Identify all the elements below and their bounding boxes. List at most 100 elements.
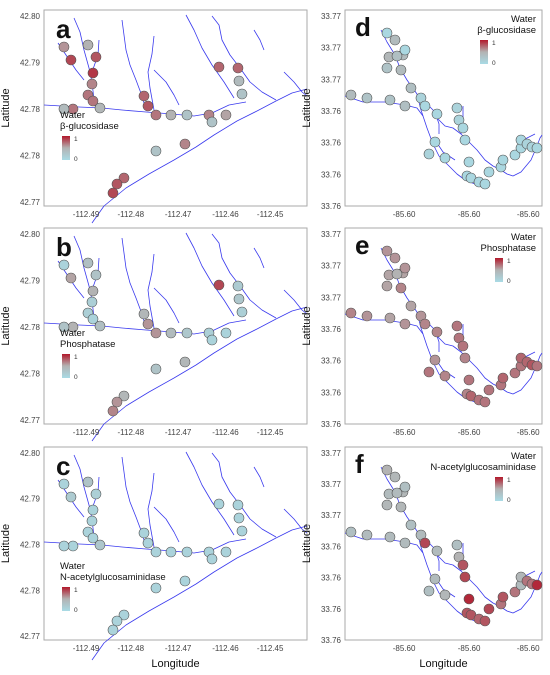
y-tick-label: 33.76 bbox=[321, 357, 342, 366]
legend-title: N-acetylglucosaminidase bbox=[60, 572, 166, 583]
stream-8 bbox=[153, 506, 180, 543]
site-marker bbox=[395, 501, 407, 513]
legend-title: Water bbox=[511, 14, 536, 25]
y-axis-label: Latitude bbox=[301, 306, 313, 345]
site-marker bbox=[206, 334, 218, 346]
site-marker bbox=[142, 537, 154, 549]
site-marker bbox=[459, 571, 471, 583]
y-tick-label: 33.77 bbox=[321, 511, 342, 520]
site-marker bbox=[220, 327, 232, 339]
site-marker bbox=[399, 318, 411, 330]
site-marker bbox=[429, 354, 441, 366]
site-marker bbox=[87, 532, 99, 544]
legend-tick-min: 0 bbox=[507, 278, 511, 285]
legend-tick-max: 1 bbox=[74, 136, 78, 143]
x-tick-label: -112.46 bbox=[212, 428, 239, 437]
site-marker bbox=[389, 471, 401, 483]
stream-1 bbox=[91, 88, 308, 224]
site-marker bbox=[65, 272, 77, 284]
site-marker bbox=[58, 103, 70, 115]
stream-9 bbox=[185, 451, 235, 536]
site-marker bbox=[58, 259, 70, 271]
site-marker bbox=[457, 340, 469, 352]
x-tick-label: -85.60 bbox=[458, 210, 481, 219]
site-marker bbox=[165, 327, 177, 339]
y-tick-label: 33.76 bbox=[321, 170, 342, 179]
stream-12 bbox=[283, 71, 308, 97]
legend-colorbar bbox=[495, 477, 503, 501]
legend-tick-min: 0 bbox=[492, 60, 496, 67]
site-marker bbox=[429, 573, 441, 585]
stream-10 bbox=[211, 233, 277, 319]
x-tick-label: -85.60 bbox=[517, 644, 540, 653]
site-markers bbox=[58, 39, 248, 199]
site-marker bbox=[361, 92, 373, 104]
site-marker bbox=[65, 491, 77, 503]
y-tick-label: 42.78 bbox=[20, 105, 41, 114]
y-tick-label: 42.78 bbox=[20, 540, 41, 549]
site-marker bbox=[463, 374, 475, 386]
stream-10 bbox=[211, 452, 277, 538]
y-tick-label: 33.76 bbox=[321, 542, 342, 551]
site-marker bbox=[150, 327, 162, 339]
y-tick-label: 42.80 bbox=[20, 449, 41, 458]
site-marker bbox=[138, 90, 150, 102]
stream-1 bbox=[91, 306, 308, 442]
site-marker bbox=[206, 116, 218, 128]
panel-letter: e bbox=[355, 230, 369, 260]
site-marker bbox=[419, 318, 431, 330]
site-marker bbox=[82, 257, 94, 269]
site-marker bbox=[361, 529, 373, 541]
site-marker bbox=[423, 148, 435, 160]
plot-frame bbox=[43, 9, 308, 207]
y-tick-label: 42.77 bbox=[20, 198, 41, 207]
stream-7 bbox=[147, 472, 155, 548]
site-marker bbox=[419, 537, 431, 549]
site-marker bbox=[94, 102, 106, 114]
site-marker bbox=[181, 546, 193, 558]
y-tick-label: 42.78 bbox=[20, 323, 41, 332]
site-marker bbox=[142, 100, 154, 112]
y-tick-label: 33.77 bbox=[321, 262, 342, 271]
site-marker bbox=[165, 109, 177, 121]
panel-letter: a bbox=[56, 14, 71, 44]
site-marker bbox=[483, 603, 495, 615]
site-marker bbox=[213, 279, 225, 291]
legend-tick-max: 1 bbox=[74, 587, 78, 594]
site-marker bbox=[118, 609, 130, 621]
site-marker bbox=[345, 89, 357, 101]
site-marker bbox=[431, 545, 443, 557]
site-marker bbox=[381, 62, 393, 74]
site-marker bbox=[206, 553, 218, 565]
site-marker bbox=[118, 172, 130, 184]
y-tick-label: 33.77 bbox=[321, 230, 342, 239]
site-marker bbox=[361, 310, 373, 322]
site-marker bbox=[509, 367, 521, 379]
site-marker bbox=[479, 396, 491, 408]
site-marker bbox=[179, 356, 191, 368]
site-marker bbox=[479, 178, 491, 190]
y-tick-label: 42.77 bbox=[20, 416, 41, 425]
site-marker bbox=[423, 585, 435, 597]
site-marker bbox=[451, 102, 463, 114]
y-tick-label: 33.77 bbox=[321, 75, 342, 84]
panel-letter: c bbox=[56, 451, 70, 481]
site-marker bbox=[58, 41, 70, 53]
legend-tick-max: 1 bbox=[74, 354, 78, 361]
site-marker bbox=[90, 488, 102, 500]
site-marker bbox=[463, 593, 475, 605]
stream-11 bbox=[253, 29, 265, 51]
site-marker bbox=[423, 366, 435, 378]
site-marker bbox=[345, 307, 357, 319]
x-axis-label: Longitude bbox=[151, 658, 199, 670]
plot-frame bbox=[344, 9, 543, 207]
stream-1 bbox=[91, 525, 308, 661]
y-tick-label: 33.77 bbox=[321, 480, 342, 489]
stream-9 bbox=[185, 14, 235, 99]
legend-tick-min: 0 bbox=[507, 497, 511, 504]
site-marker bbox=[111, 396, 123, 408]
x-tick-label: -85.60 bbox=[393, 644, 416, 653]
site-marker bbox=[150, 109, 162, 121]
y-axis-label: Latitude bbox=[0, 88, 12, 127]
